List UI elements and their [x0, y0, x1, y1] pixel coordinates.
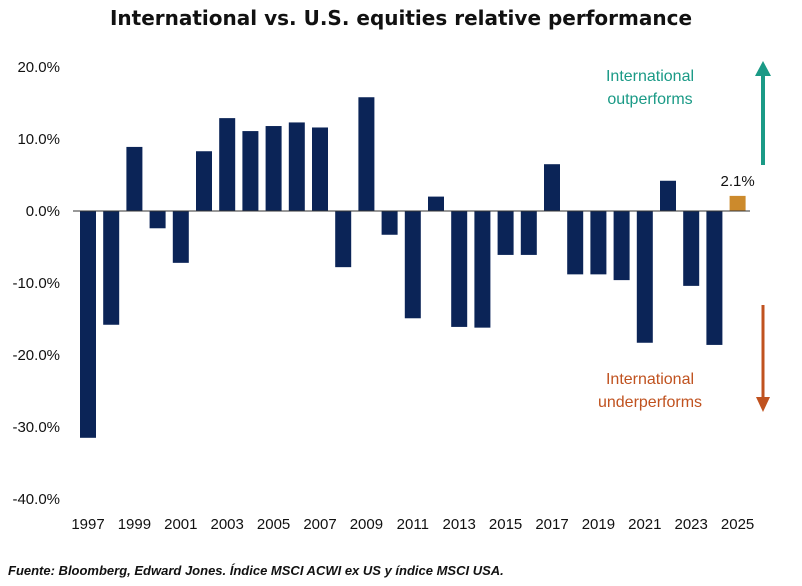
bar-2021 — [636, 211, 653, 343]
bar-2017 — [544, 164, 560, 211]
annotation-underperforms: International underperforms — [560, 368, 740, 414]
x-tick-label: 2021 — [628, 516, 661, 533]
arrows — [755, 61, 771, 412]
x-tick-label: 2001 — [164, 516, 197, 533]
bar-2011 — [404, 211, 421, 319]
bar-2012 — [428, 196, 444, 211]
bar-2024 — [706, 211, 723, 345]
bars — [80, 97, 746, 438]
y-tick-label: -10.0% — [12, 275, 60, 292]
data-labels: 2.1% — [720, 173, 754, 190]
x-tick-label: 2007 — [303, 516, 336, 533]
annotation-underperforms-line1: International — [605, 371, 695, 388]
x-tick-label: 2005 — [257, 516, 290, 533]
x-tick-label: 2023 — [675, 516, 708, 533]
x-tick-label: 1997 — [71, 516, 104, 533]
y-tick-label: 20.0% — [17, 59, 60, 76]
x-tick-label: 2011 — [397, 516, 429, 533]
bar-2020 — [613, 211, 630, 281]
y-tick-label: -40.0% — [12, 491, 60, 508]
annotation-outperforms: International outperforms — [560, 65, 740, 111]
bar-2000 — [149, 211, 166, 229]
bar-2010 — [381, 211, 398, 235]
bar-2018 — [567, 211, 584, 275]
x-axis-labels: 1997 1999 2001 2003 2005 2007 2009 2011 2013 2015… — [71, 516, 754, 533]
bar-2025 — [729, 195, 746, 211]
x-tick-label: 2003 — [211, 516, 244, 533]
y-tick-label: -20.0% — [12, 347, 60, 364]
y-tick-label: 0.0% — [26, 203, 60, 220]
data-label-2025: 2.1% — [720, 173, 754, 190]
bar-2015 — [497, 211, 514, 255]
bar-2003 — [219, 118, 236, 211]
bar-2005 — [265, 126, 282, 211]
chart-title: International vs. U.S. equities relative… — [109, 6, 693, 30]
bar-2009 — [358, 97, 375, 211]
x-tick-label: 2025 — [721, 516, 754, 533]
bar-chart: 20.0% 10.0% 0.0% -10.0% -20.0% -30.0% -40.0% 1… — [12, 59, 771, 533]
bar-2014 — [474, 211, 491, 328]
bar-1999 — [126, 146, 143, 211]
x-tick-label: 2017 — [535, 516, 568, 533]
bar-2008 — [335, 211, 352, 268]
y-axis-labels: 20.0% 10.0% 0.0% -10.0% -20.0% -30.0% -40.0% — [12, 59, 60, 508]
bar-2023 — [683, 211, 700, 286]
annotation-outperforms-line2: outperforms — [607, 91, 693, 108]
bar-2013 — [451, 211, 468, 327]
y-tick-label: 10.0% — [17, 131, 60, 148]
bar-2016 — [520, 211, 537, 255]
x-tick-label: 2015 — [489, 516, 522, 533]
y-tick-label: -30.0% — [12, 419, 60, 436]
bar-2019 — [590, 211, 607, 275]
x-tick-label: 1999 — [118, 516, 151, 533]
bar-2002 — [196, 151, 212, 211]
bar-2001 — [172, 211, 189, 263]
x-tick-label: 2019 — [582, 516, 615, 533]
bar-2007 — [312, 127, 328, 211]
bar-2022 — [660, 180, 676, 211]
bar-2004 — [242, 131, 259, 211]
x-tick-label: 2009 — [350, 516, 383, 533]
bar-1997 — [80, 211, 96, 438]
up-arrow-icon — [755, 61, 771, 165]
x-tick-label: 2013 — [443, 516, 476, 533]
source-note: Fuente: Bloomberg, Edward Jones. Índice … — [8, 563, 504, 578]
down-arrow-icon — [756, 305, 770, 412]
bar-1998 — [103, 211, 120, 325]
annotation-underperforms-line2: underperforms — [597, 394, 703, 411]
annotation-outperforms-line1: International — [605, 68, 695, 85]
bar-2006 — [288, 122, 305, 211]
